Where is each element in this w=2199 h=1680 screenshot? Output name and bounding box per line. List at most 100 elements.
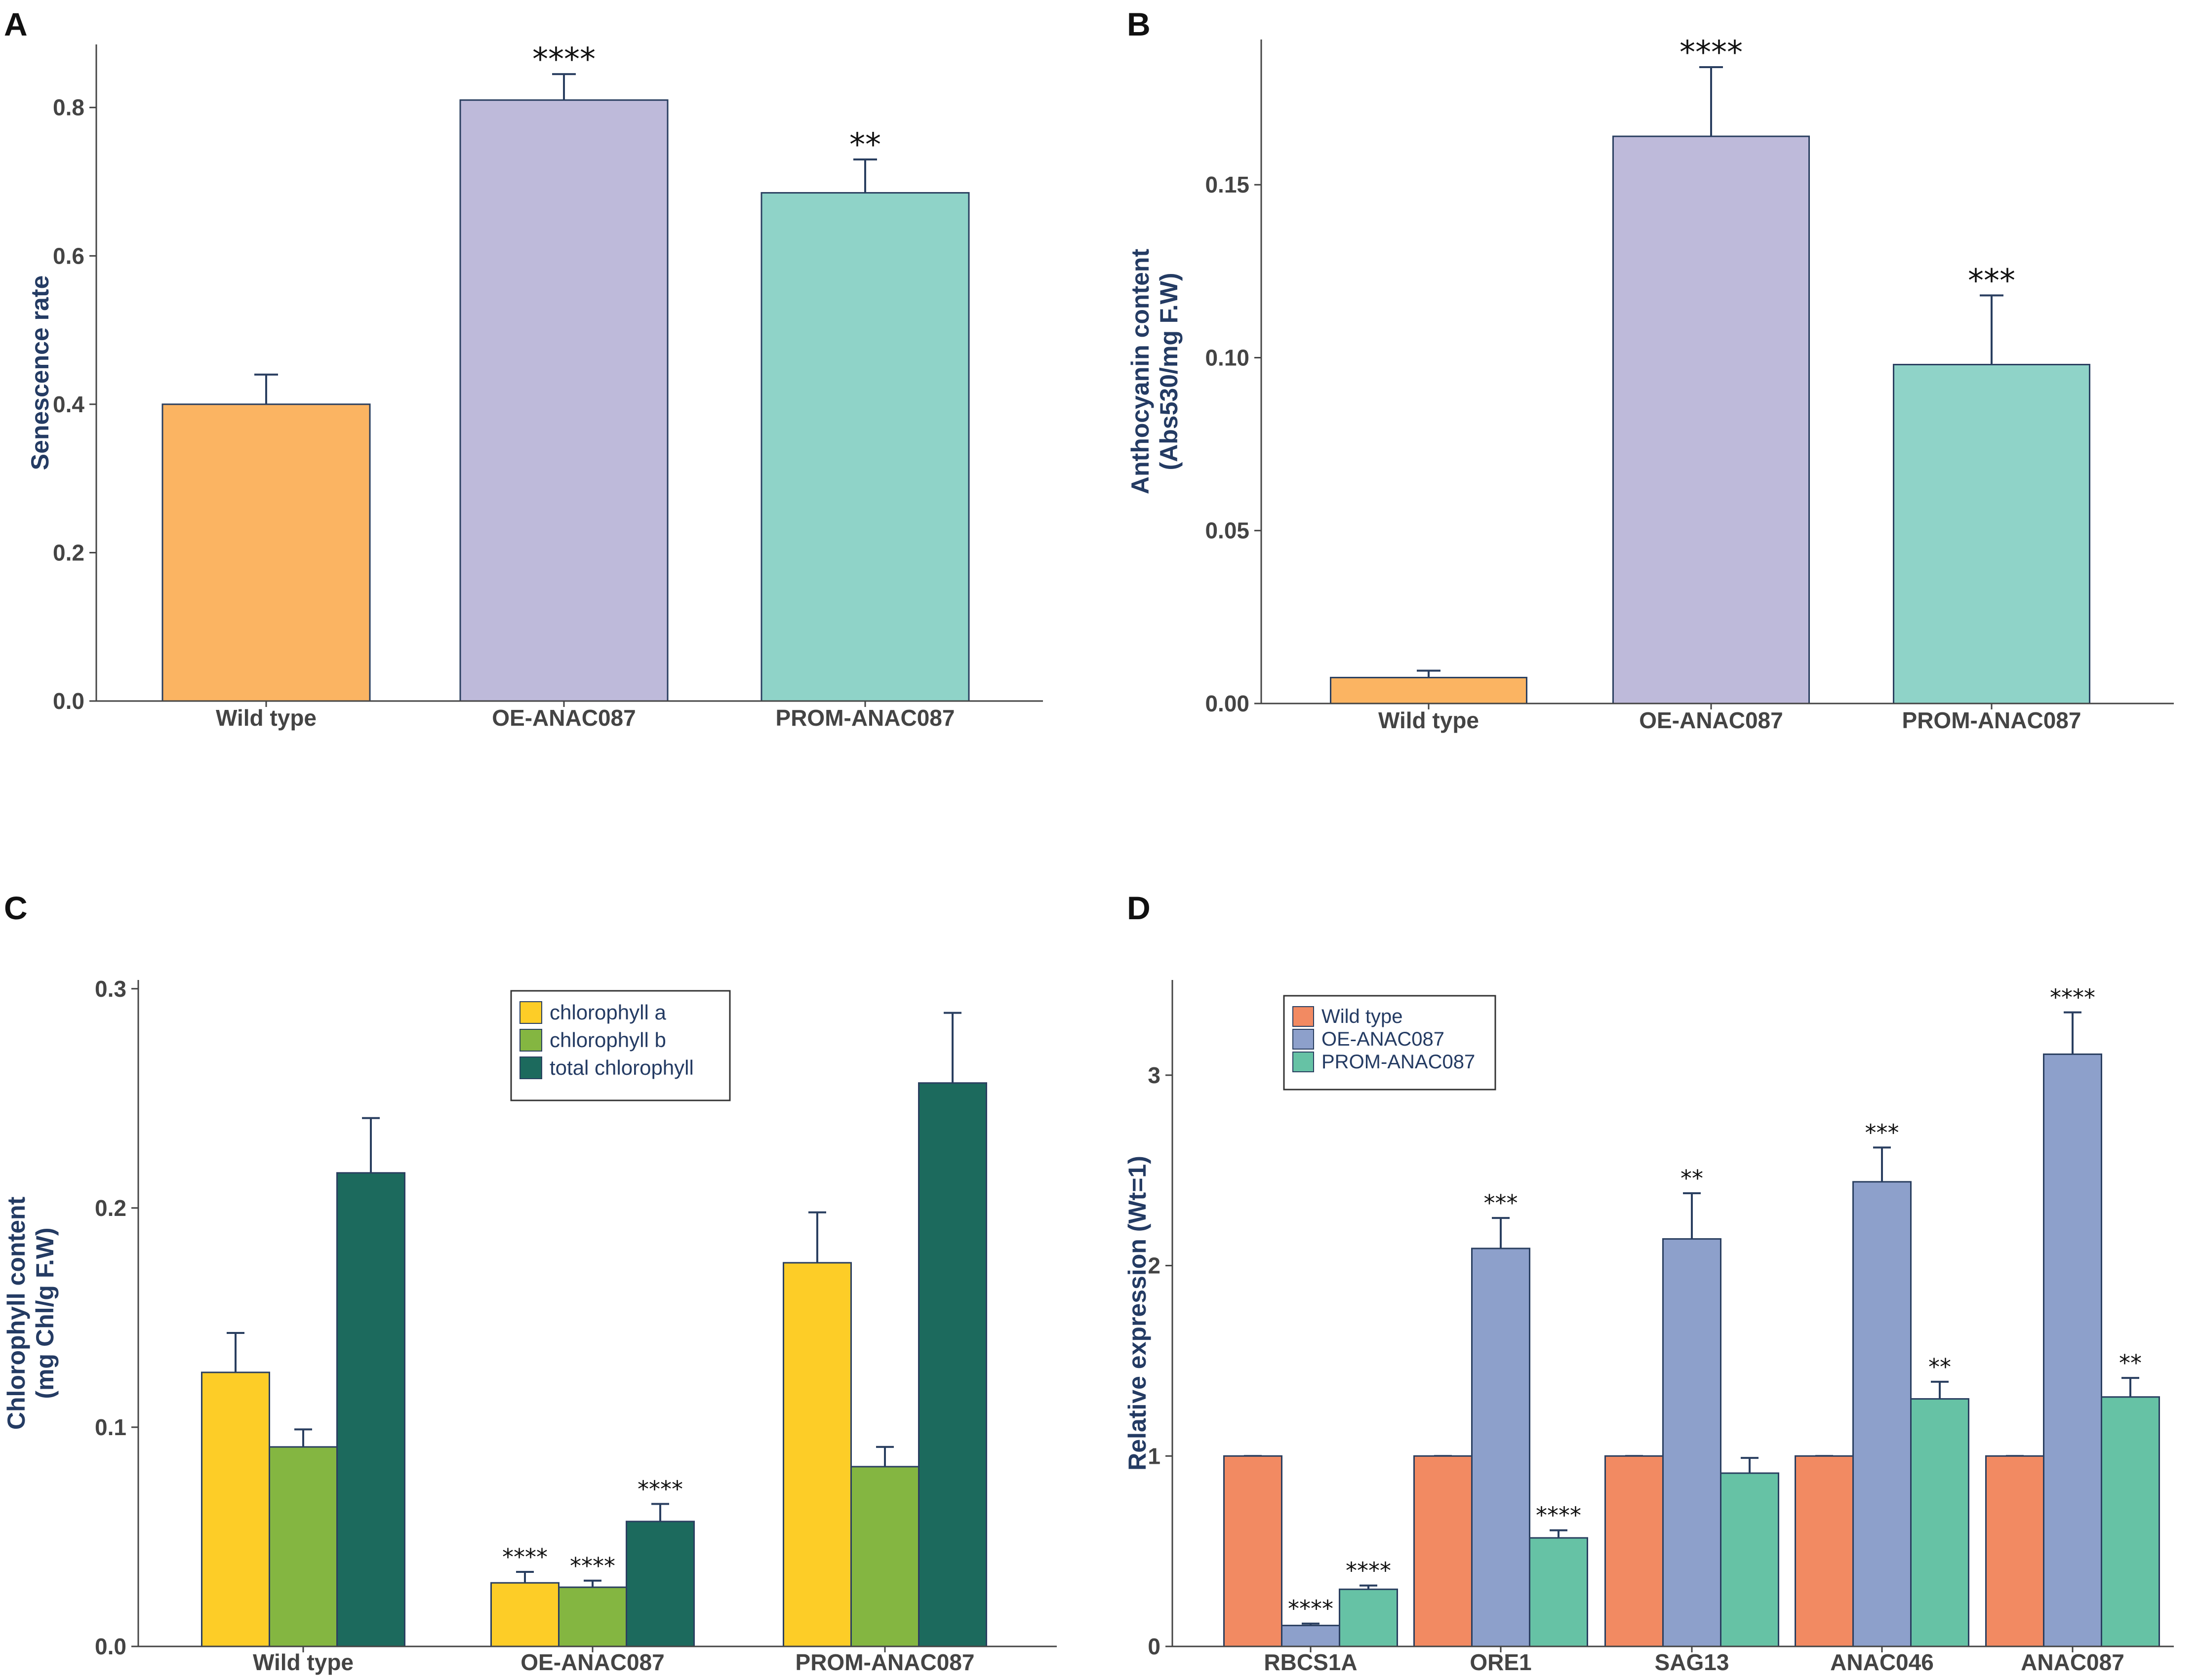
panel-c-legend-swatch <box>520 1029 542 1052</box>
panel-b-y-axis-title-line: Anthocyanin content <box>1126 249 1154 495</box>
panel-c-chart: 0.0 0.1 0.2 0.3 Wild type **** **** **** OE-ANAC… <box>2 976 1057 1675</box>
panel-d-bar <box>1223 1455 1282 1647</box>
panel-c-bar <box>626 1521 695 1647</box>
panel-d-bar <box>1985 1455 2044 1647</box>
panel-d-x-tick-label: RBCS1A <box>1264 1649 1357 1675</box>
panel-d-significance: **** <box>2050 984 2095 1011</box>
panel-d-bar <box>1910 1398 1969 1647</box>
panel-a-x-tick-label: PROM-ANAC087 <box>776 705 955 731</box>
panel-b-x-tick-label: PROM-ANAC087 <box>1902 707 2081 733</box>
panel-c-bar <box>918 1082 987 1647</box>
panel-a-significance: ** <box>849 127 881 163</box>
panel-d-bar <box>1852 1181 1912 1647</box>
panel-d-y-axis-title: Relative expression (Wt=1) <box>1123 1156 1151 1471</box>
panel-c-legend-swatch <box>520 1001 542 1024</box>
panel-a-bar <box>459 99 669 702</box>
panel-d-significance: **** <box>1288 1596 1333 1622</box>
panel-c-bar <box>490 1582 560 1647</box>
panel-d-legend-label: PROM-ANAC087 <box>1321 1051 1475 1073</box>
panel-c-bar <box>783 1262 852 1647</box>
panel-d-legend-box <box>1283 995 1496 1091</box>
panel-a-y-tick-label: 0.0 <box>53 688 84 714</box>
panel-c-bar <box>269 1446 338 1647</box>
panel-b-y-tick-label: 0.00 <box>1205 691 1249 716</box>
panel-b-bar <box>1330 676 1527 704</box>
panel-c-y-tick-label: 0.1 <box>95 1414 126 1440</box>
panel-c-bar <box>850 1466 920 1647</box>
panel-c-bar <box>336 1172 405 1647</box>
panel-a-significance: **** <box>532 41 596 78</box>
panel-b-bar <box>1893 363 2090 704</box>
panel-c-y-axis-title-line: (mg Chl/g F.W) <box>31 1227 59 1399</box>
panel-d-bar <box>1795 1455 1854 1647</box>
panel-d-significance: ** <box>1928 1354 1951 1380</box>
panel-d-bar <box>1413 1455 1473 1647</box>
panel-b-y-axis-title-line: (Abs530/mg F.W) <box>1155 273 1183 470</box>
panel-c-y-axis-title-line: Chlorophyll content <box>2 1197 30 1430</box>
panel-d-x-tick-label: ANAC087 <box>2021 1649 2124 1675</box>
panel-letter-a: A <box>4 6 28 42</box>
panel-a-chart: 0.0 0.2 0.4 0.6 0.8 Wild type OE-ANAC087 **** PR… <box>26 41 1043 731</box>
panel-c-y-axis-title: Chlorophyll content(mg Chl/g F.W) <box>2 1197 59 1430</box>
panel-d-x-tick-label: SAG13 <box>1655 1649 1729 1675</box>
panel-d-y-tick-label: 1 <box>1148 1443 1160 1469</box>
panel-b-bar <box>1612 135 1810 704</box>
panel-d-y-tick-label: 0 <box>1148 1634 1160 1659</box>
panel-c-y-tick-label: 0.3 <box>95 976 126 1002</box>
panel-a-y-tick-label: 0.2 <box>53 540 84 565</box>
panel-d-significance: *** <box>1865 1119 1899 1146</box>
panel-d-legend-swatch <box>1292 1006 1314 1027</box>
panel-d-bar <box>1720 1472 1779 1647</box>
panel-c-x-tick-label: PROM-ANAC087 <box>796 1649 975 1675</box>
panel-d-x-tick-label: ORE1 <box>1470 1649 1531 1675</box>
panel-letter-b: B <box>1127 6 1151 42</box>
panel-d-legend-swatch <box>1292 1052 1314 1072</box>
panel-d-significance: **** <box>1536 1502 1581 1529</box>
panel-d-bar <box>2043 1053 2102 1647</box>
panel-c-significance: **** <box>570 1553 615 1579</box>
panel-b-x-tick-label: Wild type <box>1378 707 1479 733</box>
panel-d-legend-label: Wild type <box>1321 1006 1403 1027</box>
panel-b-chart: 0.00 0.05 0.10 0.15 Wild type OE-ANAC087 **** P… <box>1126 35 2174 733</box>
panel-c-bar <box>558 1586 627 1647</box>
panel-d-chart: 0123********RBCS1A*******ORE1**SAG13****… <box>1123 980 2174 1675</box>
panel-a-y-tick-label: 0.4 <box>53 391 84 417</box>
panel-d-bar <box>1471 1248 1530 1647</box>
panel-d-legend-swatch <box>1292 1029 1314 1050</box>
panel-d-significance: *** <box>1484 1190 1518 1216</box>
panel-a-y-axis-title: Senescence rate <box>26 275 54 470</box>
panel-a-y-tick-label: 0.6 <box>53 243 84 269</box>
panel-d-significance: ** <box>2119 1350 2142 1376</box>
panel-c-legend-label: chlorophyll a <box>550 1001 666 1024</box>
panel-c-x-tick-label: OE-ANAC087 <box>520 1649 664 1675</box>
panel-d-y-tick-label: 2 <box>1148 1253 1160 1279</box>
panel-b-y-tick-label: 0.05 <box>1205 518 1249 544</box>
panel-letter-d: D <box>1127 890 1151 926</box>
panel-d-y-axis-title-line: Relative expression (Wt=1) <box>1123 1156 1151 1471</box>
panel-c-significance: **** <box>502 1544 548 1570</box>
panel-c-significance: **** <box>638 1476 683 1502</box>
panel-d-bar <box>1281 1625 1340 1647</box>
panel-c-legend-box <box>510 990 731 1101</box>
panel-b-x-tick-label: OE-ANAC087 <box>1639 707 1783 733</box>
panel-c-legend-swatch <box>520 1056 542 1079</box>
panel-c-bar <box>201 1371 270 1647</box>
panel-c-x-tick-label: Wild type <box>253 1649 354 1675</box>
panel-d-significance: ** <box>1680 1165 1703 1192</box>
panel-letter-c: C <box>4 890 28 926</box>
panel-b-significance: **** <box>1679 35 1743 71</box>
panel-d-x-tick-label: ANAC046 <box>1830 1649 1934 1675</box>
panel-c-y-tick-label: 0.0 <box>95 1634 126 1659</box>
panel-a-x-tick-label: Wild type <box>216 705 317 731</box>
panel-a-bar <box>760 192 970 702</box>
panel-d-bar <box>1662 1238 1721 1647</box>
panel-d-bar <box>2101 1396 2160 1647</box>
panel-d-significance: **** <box>1346 1558 1391 1584</box>
panel-d-y-tick-label: 3 <box>1148 1062 1160 1088</box>
panel-a-y-axis-title-line: Senescence rate <box>26 275 54 470</box>
panel-b-y-axis-title: Anthocyanin content(Abs530/mg F.W) <box>1126 249 1183 495</box>
panel-b-y-tick-label: 0.10 <box>1205 345 1249 370</box>
panel-c-legend-label: total chlorophyll <box>550 1056 694 1079</box>
panel-a-y-tick-label: 0.8 <box>53 95 84 120</box>
